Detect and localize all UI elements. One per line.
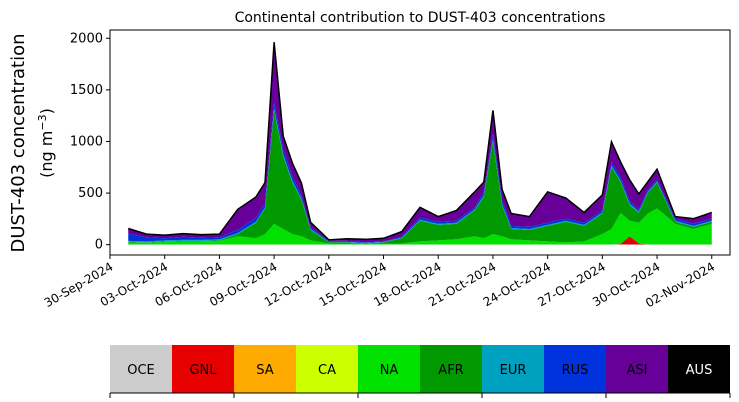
area-asi [128,42,712,243]
legend-swatch-afr [420,345,482,393]
legend-swatch-rus [544,345,606,393]
legend-label-na: NA [380,363,399,378]
x-axis: 30-Sep-202403-Oct-202406-Oct-202409-Oct-… [42,255,717,310]
legend-swatch-ca [296,345,358,393]
legend-label-ca: CA [318,363,336,378]
legend-label-asi: ASI [627,363,648,378]
legend-label-rus: RUS [562,363,589,378]
legend-label-oce: OCE [127,363,155,378]
y-axis-label-line1: DUST-403 concentration [8,33,29,252]
plot-area [128,42,713,245]
y-axis-units-prefix: (ng m [37,131,56,178]
legend-label-afr: AFR [438,363,463,378]
chart-title: Continental contribution to DUST-403 con… [235,10,606,26]
legend: OCE GNL SA CA NA AFR EUR RUS ASI AUS [109,345,731,398]
legend-swatch-gnl [172,345,234,393]
legend-label-sa: SA [256,363,273,378]
total-line [128,42,713,241]
legend-swatch-sa [234,345,296,393]
y-axis-units: (ng m−3) [36,108,56,178]
legend-label-eur: EUR [500,363,527,378]
y-axis-units-sup: −3 [36,114,49,130]
legend-label-gnl: GNL [189,363,217,378]
y-tick-label: 2000 [70,31,103,46]
legend-swatch-aus [668,345,730,393]
area-afr [128,110,712,244]
legend-swatch-eur [482,345,544,393]
plot-frame [109,29,731,256]
legend-swatch-asi [606,345,668,393]
area-na [128,208,712,245]
y-axis-label: DUST-403 concentration [8,33,29,252]
legend-label-aus: AUS [686,363,713,378]
y-tick-label: 0 [95,238,103,253]
y-axis: 0 500 1000 1500 2000 [70,31,110,253]
y-tick-label: 1500 [70,83,103,98]
legend-swatch-oce [110,345,172,393]
y-tick-label: 500 [78,186,103,201]
y-axis-units-suffix: ) [37,108,56,114]
y-tick-label: 1000 [70,134,103,149]
legend-swatch-na [358,345,420,393]
